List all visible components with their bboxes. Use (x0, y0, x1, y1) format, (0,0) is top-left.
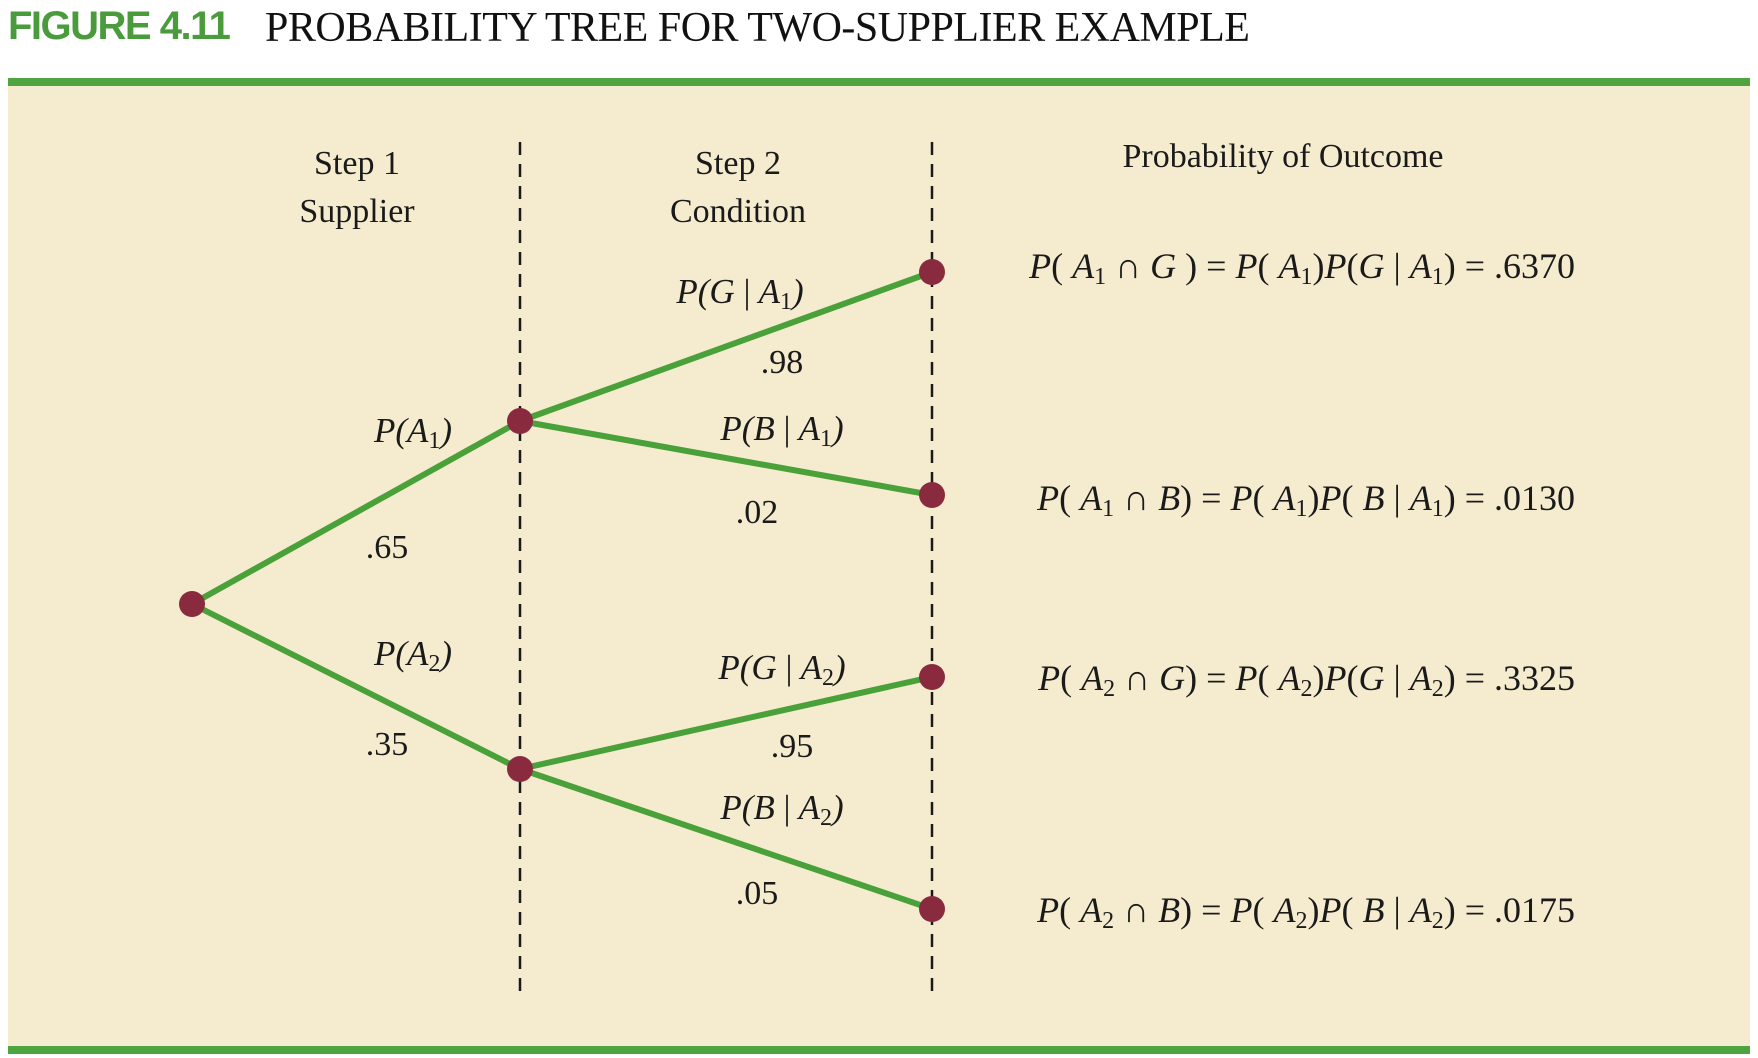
outcome-header: Probability of Outcome (1122, 138, 1443, 175)
value-g-given-a1: .98 (761, 344, 804, 381)
bottom-rule (8, 1046, 1750, 1054)
branch-g-given-a2 (519, 674, 933, 772)
outcome-a2-b: P( A2 ∩ B) = P( A2)P( B | A2) = .0175 (1036, 890, 1575, 934)
label-p-g-given-a1: P(G | A1) (675, 272, 803, 315)
node-a1-g (919, 259, 945, 285)
figure-title: PROBABILITY TREE FOR TWO-SUPPLIER EXAMPL… (265, 5, 1250, 51)
outcome-a1-b: P( A1 ∩ B) = P( A1)P( B | A1) = .0130 (1036, 478, 1575, 522)
node-a1-b (919, 482, 945, 508)
label-p-a1: P(A1) (373, 411, 452, 454)
value-g-given-a2: .95 (771, 728, 814, 765)
step1-header-line1: Step 1 (314, 145, 400, 182)
branch-b-given-a1 (519, 418, 933, 498)
step2-header-line1: Step 2 (695, 145, 781, 182)
label-p-a2: P(A2) (373, 634, 452, 677)
value-b-given-a1: .02 (736, 494, 779, 531)
root-node (179, 591, 205, 617)
value-a2: .35 (366, 726, 409, 763)
diagram-panel (8, 86, 1750, 1046)
branch-g-given-a1 (518, 269, 934, 424)
value-b-given-a2: .05 (736, 875, 779, 912)
node-a2-b (919, 896, 945, 922)
outcome-a1-g: P( A1 ∩ G ) = P( A1)P(G | A1) = .6370 (1028, 246, 1575, 290)
branch-b-given-a2 (519, 766, 933, 912)
branch-a2 (190, 601, 522, 772)
figure-header: FIGURE 4.11 PROBABILITY TREE FOR TWO-SUP… (0, 0, 1758, 80)
label-p-b-given-a2: P(B | A2) (719, 788, 843, 831)
node-a2 (507, 756, 533, 782)
figure-number: FIGURE 4.11 (8, 4, 231, 48)
top-rule (8, 78, 1750, 86)
node-a2-g (919, 664, 945, 690)
step2-header-line2: Condition (670, 193, 806, 230)
branch-a1 (190, 418, 522, 607)
node-a1 (507, 408, 533, 434)
outcome-a2-g: P( A2 ∩ G) = P( A2)P(G | A2) = .3325 (1037, 658, 1575, 702)
step1-header-line2: Supplier (299, 193, 415, 230)
value-a1: .65 (366, 529, 409, 566)
label-p-b-given-a1: P(B | A1) (719, 409, 843, 452)
label-p-g-given-a2: P(G | A2) (717, 648, 845, 691)
